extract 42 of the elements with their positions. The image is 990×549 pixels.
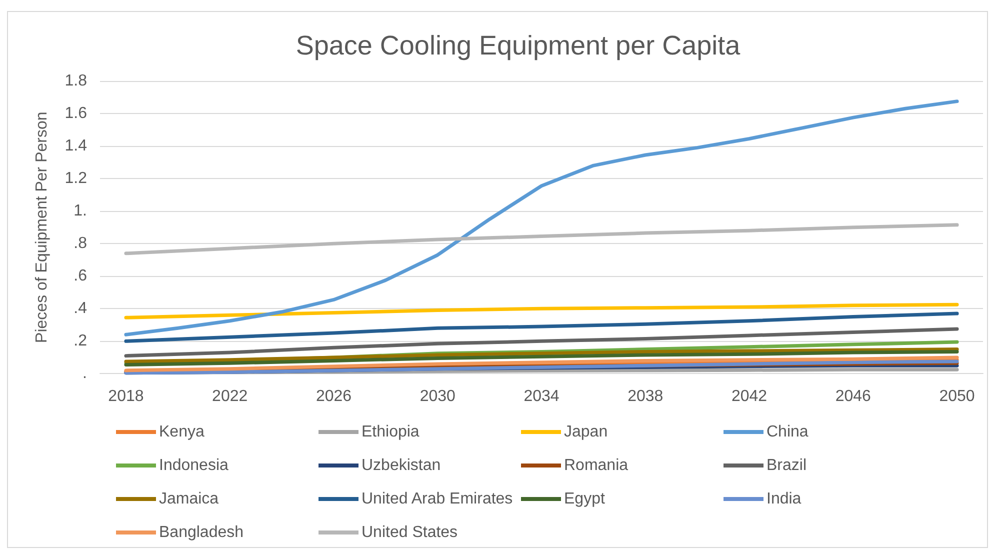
x-tick-label: 2050 bbox=[939, 388, 975, 406]
legend-label: Uzbekistan bbox=[362, 457, 441, 474]
legend-label: Indonesia bbox=[159, 457, 228, 474]
chart-title: Space Cooling Equipment per Capita bbox=[296, 30, 742, 60]
line-series bbox=[124, 223, 959, 256]
y-tick-label: .2 bbox=[74, 332, 88, 350]
line-series bbox=[124, 348, 959, 364]
line-series bbox=[124, 100, 959, 336]
y-tick-label: .6 bbox=[74, 268, 88, 285]
x-tick-label: 2030 bbox=[420, 388, 456, 406]
y-tick-label: 1. bbox=[74, 202, 87, 220]
y-tick-label: .4 bbox=[74, 300, 88, 318]
line-series bbox=[124, 302, 959, 320]
y-tick-label: 1.2 bbox=[64, 170, 88, 188]
legend-label: Jamaica bbox=[159, 490, 219, 508]
legend-label: Kenya bbox=[159, 424, 204, 440]
legend-label: Japan bbox=[564, 424, 608, 440]
legend-label: Egypt bbox=[564, 490, 606, 508]
x-tick-label: 2038 bbox=[628, 388, 664, 406]
y-tick-label: 1.6 bbox=[64, 105, 88, 122]
legend-label: China bbox=[766, 424, 808, 440]
y-tick-label: .8 bbox=[74, 235, 88, 252]
x-tick-label: 2042 bbox=[731, 388, 768, 406]
legend-label: Ethiopia bbox=[362, 424, 420, 440]
y-tick-label: 1.4 bbox=[64, 138, 88, 155]
x-tick-label: 2022 bbox=[212, 388, 248, 406]
x-tick-label: 2046 bbox=[835, 388, 872, 406]
legend-label: United States bbox=[362, 524, 458, 541]
line-series bbox=[124, 312, 959, 343]
legend-label: United Arab Emirates bbox=[362, 490, 513, 508]
legend-label: Bangladesh bbox=[159, 524, 244, 541]
y-tick-label: 1.8 bbox=[64, 72, 88, 90]
x-tick-label: 2034 bbox=[524, 388, 560, 406]
line-series bbox=[124, 327, 959, 358]
legend-label: India bbox=[766, 490, 802, 508]
legend-label: Brazil bbox=[766, 457, 807, 474]
y-tick-label: . bbox=[82, 365, 87, 382]
x-tick-label: 2018 bbox=[108, 388, 144, 406]
x-tick-label: 2026 bbox=[316, 388, 352, 406]
line-series bbox=[124, 350, 959, 367]
y-axis-title: Pieces of Equipment Per Person bbox=[34, 112, 50, 343]
legend-label: Romania bbox=[564, 457, 628, 474]
